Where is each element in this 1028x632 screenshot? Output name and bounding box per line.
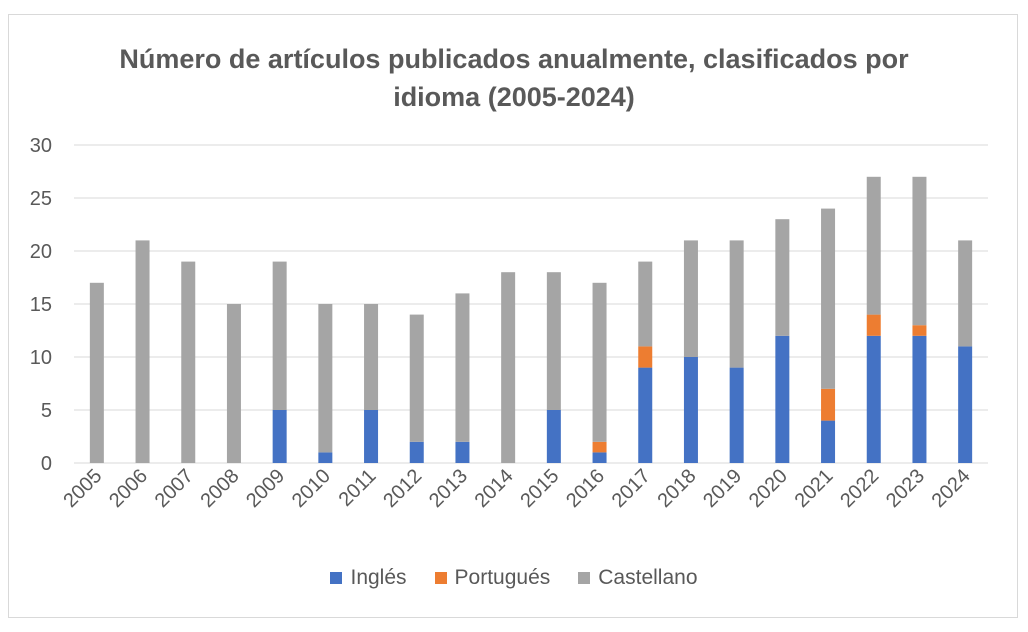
- y-tick-label-5: 5: [41, 400, 52, 422]
- x-tick-label-2019: 2019: [699, 465, 746, 512]
- bar-2006-castellano: [135, 240, 150, 463]
- bar-2017-castellano: [638, 261, 653, 347]
- bar-2014-castellano: [501, 272, 516, 463]
- bar-2020-castellano: [775, 219, 790, 336]
- x-tick-label-2015: 2015: [516, 465, 563, 512]
- legend-item-castellano: Castellano: [578, 566, 698, 590]
- legend-swatch-castellano: [578, 572, 591, 584]
- bar-2019-ingles: [729, 367, 744, 463]
- bar-2021-castellano: [821, 208, 836, 389]
- legend-swatch-portugues: [434, 572, 447, 584]
- bar-2022-portugues: [866, 314, 881, 336]
- x-tick-label-2007: 2007: [151, 465, 198, 512]
- y-tick-label-30: 30: [30, 135, 52, 157]
- bar-2023-portugues: [912, 325, 927, 336]
- bar-2015-castellano: [546, 272, 561, 410]
- legend-item-portugues: Portugués: [434, 566, 551, 590]
- bar-2021-portugues: [821, 388, 836, 421]
- bar-2015-ingles: [546, 410, 561, 463]
- legend: Inglés Portugués Castellano: [0, 566, 1028, 590]
- x-tick-label-2020: 2020: [745, 465, 792, 512]
- x-tick-label-2009: 2009: [242, 465, 289, 512]
- chart-title-line-2: idioma (2005-2024): [393, 82, 635, 112]
- bar-2011-castellano: [364, 304, 379, 410]
- bar-2022-ingles: [866, 335, 881, 463]
- bar-2019-castellano: [729, 240, 744, 368]
- x-tick-label-2022: 2022: [836, 465, 883, 512]
- x-tick-label-2008: 2008: [196, 465, 243, 512]
- legend-swatch-ingles: [330, 572, 343, 584]
- x-tick-label-2018: 2018: [653, 465, 700, 512]
- legend-label-castellano: Castellano: [598, 566, 698, 589]
- bar-2005-castellano: [89, 282, 104, 463]
- bar-2022-castellano: [866, 176, 881, 315]
- x-tick-label-2013: 2013: [425, 465, 472, 512]
- x-tick-label-2023: 2023: [882, 465, 929, 512]
- bar-2023-ingles: [912, 335, 927, 463]
- x-tick-label-2010: 2010: [288, 465, 335, 512]
- y-tick-label-15: 15: [30, 294, 52, 316]
- x-tick-label-2024: 2024: [928, 465, 975, 512]
- bar-2024-ingles: [958, 346, 973, 463]
- bar-2018-castellano: [683, 240, 698, 357]
- bar-2009-castellano: [272, 261, 287, 410]
- x-tick-label-2006: 2006: [105, 465, 152, 512]
- bar-2016-ingles: [592, 452, 607, 463]
- legend-label-ingles: Inglés: [350, 566, 407, 589]
- x-tick-label-2016: 2016: [562, 465, 609, 512]
- bar-2016-castellano: [592, 282, 607, 442]
- y-tick-label-10: 10: [30, 347, 52, 369]
- x-tick-label-2014: 2014: [471, 465, 518, 512]
- legend-label-portugues: Portugués: [454, 566, 551, 589]
- bar-2010-castellano: [318, 304, 333, 453]
- legend-item-ingles: Inglés: [330, 566, 407, 590]
- x-tick-label-2021: 2021: [791, 465, 838, 512]
- bar-2020-ingles: [775, 335, 790, 463]
- x-tick-label-2005: 2005: [59, 465, 106, 512]
- bar-2024-castellano: [958, 240, 973, 347]
- chart-title: Número de artículos publicados anualment…: [0, 40, 1028, 116]
- bar-2008-castellano: [226, 304, 241, 463]
- bar-2023-castellano: [912, 176, 927, 326]
- x-tick-label-2012: 2012: [379, 465, 426, 512]
- bar-2007-castellano: [181, 261, 196, 463]
- bar-2021-ingles: [821, 420, 836, 463]
- x-tick-label-2017: 2017: [608, 465, 655, 512]
- y-tick-label-25: 25: [30, 188, 52, 210]
- bar-2011-ingles: [364, 410, 379, 463]
- y-tick-label-0: 0: [41, 453, 52, 475]
- bar-2010-ingles: [318, 452, 333, 463]
- bar-2017-portugues: [638, 346, 653, 368]
- bar-2018-ingles: [683, 357, 698, 463]
- bar-2012-castellano: [409, 314, 424, 442]
- bar-2013-castellano: [455, 293, 470, 442]
- bar-2013-ingles: [455, 441, 470, 463]
- bar-2009-ingles: [272, 410, 287, 463]
- y-tick-label-20: 20: [30, 241, 52, 263]
- bar-2017-ingles: [638, 367, 653, 463]
- bar-2016-portugues: [592, 441, 607, 453]
- chart-title-line-1: Número de artículos publicados anualment…: [119, 44, 909, 74]
- bar-2012-ingles: [409, 441, 424, 463]
- x-tick-label-2011: 2011: [335, 465, 381, 511]
